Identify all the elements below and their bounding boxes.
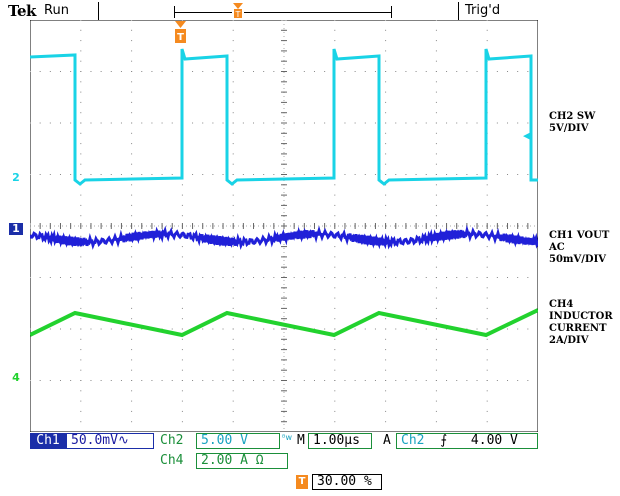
ch2-annotation: CH2 SW 5V/DIV <box>549 111 596 134</box>
ch2-tag[interactable]: Ch2 <box>160 433 184 448</box>
bandwidth-limit-icon: ᴮw <box>282 433 292 442</box>
header-divider <box>98 2 99 20</box>
ch1-scale-readout: 50.0mV∿ <box>66 433 154 449</box>
record-bar-trigger-icon: T <box>232 2 244 20</box>
acquisition-state: Run <box>44 3 69 18</box>
ch2-ground-marker-icon[interactable]: 2 <box>12 171 20 184</box>
record-bar-left-cap <box>174 6 175 18</box>
ch4-scale-readout: 2.00 A Ω <box>196 453 288 469</box>
ch1-tag[interactable]: Ch1 <box>30 433 66 449</box>
ch1-scale: 50.0mV <box>71 433 118 448</box>
ch4-ground-marker-icon[interactable]: 4 <box>12 371 20 384</box>
ch4-inductor-current-waveform <box>30 308 538 338</box>
ch2-switch-waveform <box>30 48 538 186</box>
record-position-bar <box>174 12 392 13</box>
trigger-status: Trig'd <box>465 3 501 18</box>
rising-edge-icon: ⨍ <box>440 433 448 448</box>
ch4-tag[interactable]: Ch4 <box>160 453 184 468</box>
svg-text:T: T <box>235 10 241 19</box>
oscilloscope-graticule <box>30 20 538 432</box>
ch2-scale-readout: 5.00 V <box>196 433 280 449</box>
brand-logo: Tek <box>8 2 36 20</box>
timebase-tag: M <box>297 433 305 448</box>
svg-text:T: T <box>177 32 184 43</box>
timebase-value: 1.00µs <box>313 433 360 448</box>
ch2-trigger-level-arrow-icon[interactable]: ◀ <box>523 129 532 142</box>
trigger-position-readout-icon: T <box>296 475 308 489</box>
timebase-readout: 1.00µs <box>308 433 372 449</box>
ch1-output-ripple-waveform <box>30 224 538 250</box>
trigger-tag: A <box>383 433 391 448</box>
ch2-scale: 5.00 V <box>201 433 248 448</box>
record-bar-right-cap <box>391 6 392 18</box>
trigger-readout: Ch2 ⨍ 4.00 V <box>396 433 538 449</box>
trigger-position-icon[interactable]: T <box>174 21 187 45</box>
ch1-annotation: CH1 VOUT AC 50mV/DIV <box>549 230 610 265</box>
trigger-source: Ch2 <box>401 433 425 448</box>
ch4-scale: 2.00 A Ω <box>201 453 264 468</box>
ch1-ground-marker-icon[interactable]: 1 <box>9 223 23 235</box>
trigger-level: 4.00 V <box>470 433 518 448</box>
trigger-position-value: 30.00 % <box>317 474 372 489</box>
trigger-position-percent: 30.00 % <box>312 474 382 490</box>
ch4-annotation: CH4 INDUCTOR CURRENT 2A/DIV <box>549 299 613 346</box>
header-divider <box>458 2 459 20</box>
ac-coupling-icon: ∿ <box>117 433 129 448</box>
